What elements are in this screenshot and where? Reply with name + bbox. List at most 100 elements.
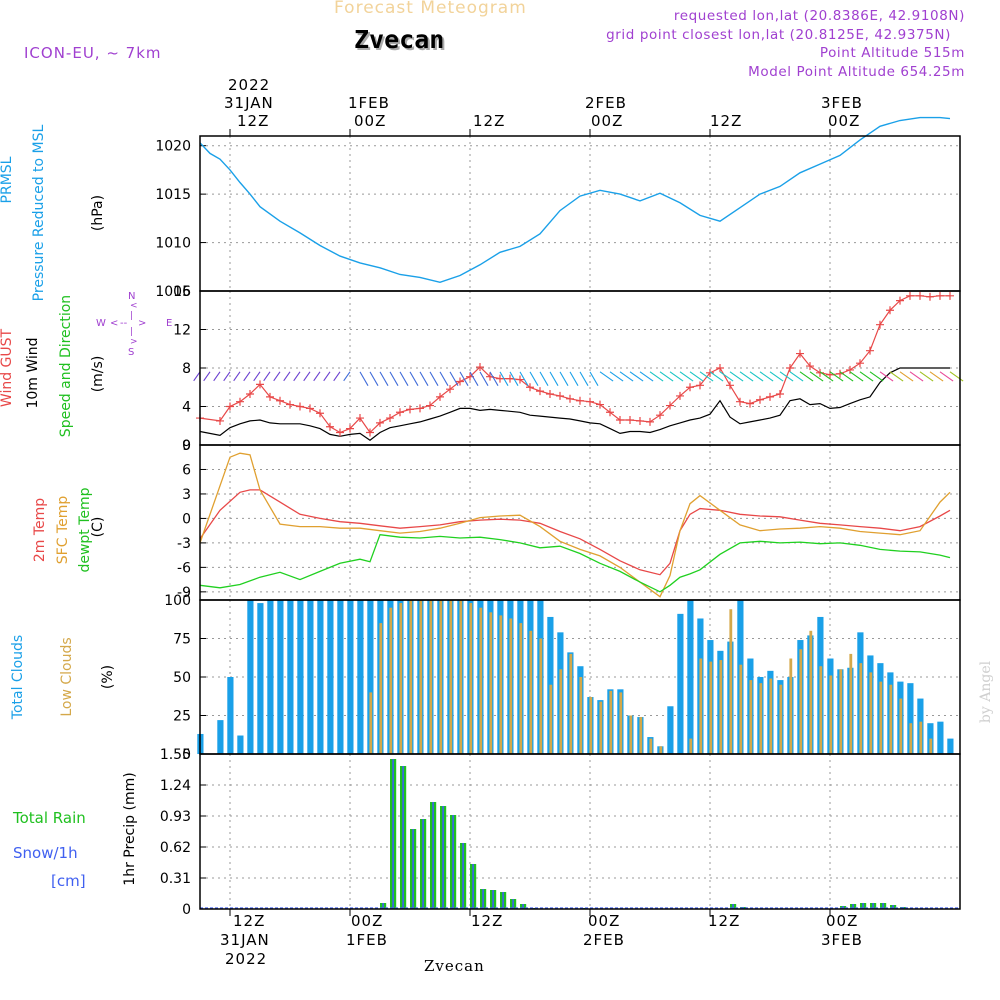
gust-marker — [496, 374, 504, 383]
y-tick-label: -6 — [177, 560, 191, 576]
model-altitude: Model Point Altitude 654.25m — [748, 64, 965, 80]
gust-marker — [456, 377, 464, 386]
low-cloud-bar — [509, 618, 513, 754]
rain-bar-core — [512, 899, 514, 909]
gust-marker — [756, 395, 764, 404]
gust-marker — [726, 381, 734, 390]
rain-bar-core — [742, 907, 744, 909]
total-cloud-bar — [677, 613, 684, 754]
sfc-temp-series — [199, 452, 951, 598]
gust-marker — [796, 349, 804, 358]
low-cloud-bar — [649, 738, 653, 754]
y-tick-label: 1020 — [155, 139, 191, 155]
total-cloud-bar — [907, 683, 914, 754]
gust-marker — [646, 417, 654, 426]
requested-lonlat: requested lon,lat (20.8386E, 42.9108N) — [673, 8, 965, 24]
rain-bar-core — [732, 904, 734, 909]
wind-arrow — [839, 371, 854, 382]
gust-marker — [626, 415, 634, 424]
wind-arrow — [263, 371, 271, 382]
rain-bar-core — [902, 907, 904, 909]
low-cloud-bar — [589, 697, 593, 754]
compass-west: W — [96, 318, 106, 329]
sfc-temp-line — [199, 452, 951, 598]
gust-marker — [746, 399, 754, 408]
low-cloud-bar — [419, 600, 423, 754]
gust-marker — [506, 374, 514, 383]
low-cloud-bar — [839, 669, 843, 754]
point-altitude: Point Altitude 515m — [819, 45, 965, 61]
wind-arrow — [439, 371, 449, 386]
wind-arrow — [669, 371, 684, 382]
gust-marker — [266, 392, 274, 401]
rain-bar-core — [382, 903, 384, 909]
gust-marker — [356, 414, 364, 423]
low-cloud-bar — [819, 666, 823, 754]
total-cloud-bar — [367, 600, 374, 754]
temp2m-series — [199, 489, 951, 576]
wind-arrow — [879, 371, 894, 382]
wind-arrow — [629, 371, 644, 382]
wind-arrow — [333, 371, 341, 382]
low-cloud-bar — [749, 680, 753, 754]
wind-arrow — [609, 371, 624, 382]
gust-marker — [286, 400, 294, 409]
gust-marker — [326, 422, 334, 431]
bottom-axis-time: 00Z — [826, 912, 859, 930]
rain-bar-core — [862, 903, 864, 909]
total-cloud-bar — [947, 738, 954, 754]
low-cloud-bar — [929, 738, 933, 754]
label-precip-unit: 1hr Precip (mm) — [122, 772, 138, 886]
precip-bars — [200, 759, 960, 909]
gust-marker — [846, 365, 854, 374]
gust-marker — [696, 381, 704, 390]
total-cloud-bar — [247, 600, 254, 754]
rain-bar-core — [852, 904, 854, 909]
label-10m-wind: 10m Wind — [25, 337, 41, 409]
low-cloud-bar — [379, 623, 383, 754]
gust-marker — [926, 292, 934, 301]
gust-marker — [536, 387, 544, 396]
total-cloud-bar — [307, 600, 314, 754]
wind-arrow — [253, 371, 261, 382]
gust-marker — [346, 424, 354, 433]
wind-arrow — [849, 371, 864, 382]
low-cloud-bar — [699, 658, 703, 754]
total-cloud-bar — [327, 600, 334, 754]
label-hpa: (hPa) — [90, 194, 106, 232]
gust-marker — [866, 346, 874, 355]
total-cloud-bar — [937, 721, 944, 754]
gust-marker — [226, 402, 234, 411]
rain-bar-core — [522, 904, 524, 909]
wind-arrow — [379, 371, 389, 386]
gust-marker — [296, 402, 304, 411]
label-pressure-msl: Pressure Reduced to MSL — [31, 124, 47, 302]
wind-arrow — [869, 371, 884, 382]
gust-marker — [376, 418, 384, 427]
gust-marker — [716, 364, 724, 372]
wind-arrow — [919, 371, 934, 382]
low-cloud-bar — [599, 701, 603, 754]
total-cloud-bar — [217, 720, 224, 754]
low-cloud-bar — [369, 692, 373, 754]
gust-marker — [596, 400, 604, 409]
rain-bar-core — [482, 889, 484, 909]
wind-arrow — [759, 371, 774, 382]
bottom-axis-time: 00Z — [351, 912, 384, 930]
low-cloud-bar — [739, 664, 743, 754]
wind-arrow — [529, 371, 539, 386]
wind-arrow — [449, 371, 459, 386]
low-cloud-bar — [489, 612, 493, 754]
wind-arrow — [619, 371, 634, 382]
bottom-axis-time: 12Z — [708, 912, 741, 930]
wind-arrow — [409, 371, 419, 386]
wind-arrow — [689, 371, 704, 382]
dewpt-line — [199, 533, 951, 593]
y-tick-label: -3 — [177, 536, 191, 552]
y-tick-label: 0 — [182, 438, 191, 454]
low-cloud-bar — [809, 630, 813, 754]
low-cloud-bar — [639, 717, 643, 754]
wind-arrow — [233, 371, 241, 382]
wind-arrow — [819, 371, 834, 382]
gust-marker — [556, 391, 564, 400]
